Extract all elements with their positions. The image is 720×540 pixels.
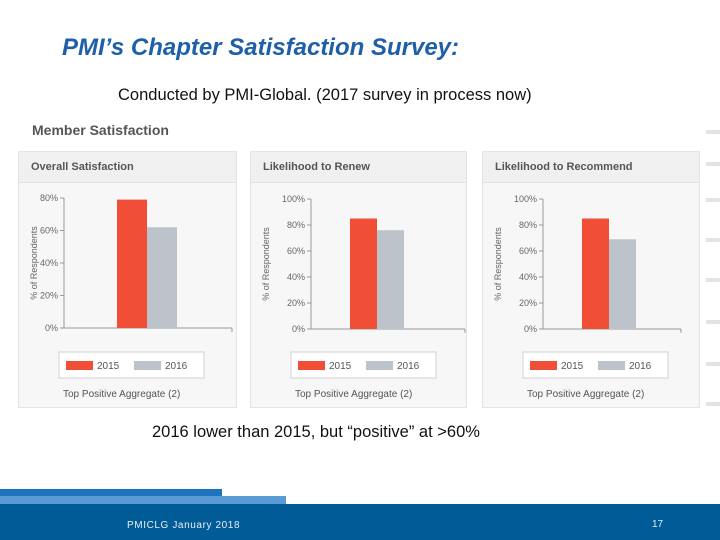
- legend-label: 2015: [329, 361, 352, 372]
- bar-2016: [377, 230, 404, 329]
- right-decoration: [706, 162, 720, 166]
- y-tick-label: 60%: [287, 246, 305, 256]
- footer-stripe: [0, 496, 286, 504]
- y-tick-label: 80%: [287, 220, 305, 230]
- slide-caption: 2016 lower than 2015, but “positive” at …: [152, 423, 480, 441]
- right-decoration: [706, 130, 720, 134]
- y-tick-label: 0%: [524, 324, 537, 334]
- footer-band: [0, 504, 720, 540]
- y-axis-label: % of Respondents: [261, 227, 271, 301]
- legend-swatch-2016: [598, 361, 625, 370]
- bar-2016: [609, 239, 636, 329]
- y-tick-label: 80%: [519, 220, 537, 230]
- y-tick-label: 0%: [45, 323, 58, 333]
- legend-swatch-2016: [134, 361, 161, 370]
- y-tick-label: 80%: [40, 193, 58, 203]
- y-tick-label: 20%: [287, 298, 305, 308]
- footer-stripe: [0, 489, 222, 496]
- y-tick-label: 40%: [40, 258, 58, 268]
- right-decoration: [706, 278, 720, 282]
- y-tick-label: 100%: [282, 194, 305, 204]
- legend-label: 2015: [97, 361, 120, 372]
- legend-label: 2016: [397, 361, 420, 372]
- chart-svg: % of Respondents 0% 20% 40% 60% 80% 100% 2015 20…: [493, 194, 682, 400]
- chart-title: Overall Satisfaction: [19, 152, 236, 183]
- y-axis-label: % of Respondents: [493, 227, 503, 301]
- legend-label: 2015: [561, 361, 584, 372]
- y-tick-label: 40%: [287, 272, 305, 282]
- section-title: Member Satisfaction: [32, 122, 169, 138]
- slide-subtitle: Conducted by PMI-Global. (2017 survey in…: [118, 86, 532, 104]
- y-tick-label: 60%: [40, 226, 58, 236]
- y-tick-label: 20%: [40, 291, 58, 301]
- right-decoration: [706, 320, 720, 324]
- bar-2016: [147, 227, 177, 328]
- y-tick-label: 100%: [514, 194, 537, 204]
- chart-panel-likelihood-to-recommend: Likelihood to Recommend % of Respondents…: [482, 151, 700, 408]
- chart-title: Likelihood to Recommend: [483, 152, 699, 183]
- x-axis-label: Top Positive Aggregate (2): [527, 389, 644, 400]
- bar-2015: [117, 199, 147, 328]
- legend-label: 2016: [629, 361, 652, 372]
- slide-title: PMI’s Chapter Satisfaction Survey:: [62, 34, 460, 61]
- legend-swatch-2015: [298, 361, 325, 370]
- x-axis-label: Top Positive Aggregate (2): [295, 389, 412, 400]
- right-decoration: [706, 238, 720, 242]
- y-tick-label: 0%: [292, 324, 305, 334]
- chart-svg: % of Respondents 0% 20% 40% 60% 80% 2015 2016 To…: [29, 193, 233, 400]
- legend-swatch-2016: [366, 361, 393, 370]
- bar-2015: [582, 218, 609, 329]
- legend-swatch-2015: [66, 361, 93, 370]
- chart-panel-likelihood-to-renew: Likelihood to Renew % of Respondents 0% 20…: [250, 151, 467, 408]
- footer-text: PMICLG January 2018: [127, 520, 241, 531]
- x-axis-label: Top Positive Aggregate (2): [63, 389, 180, 400]
- legend-swatch-2015: [530, 361, 557, 370]
- right-decoration: [706, 198, 720, 202]
- chart-svg: % of Respondents 0% 20% 40% 60% 80% 100% 2015 20…: [261, 194, 466, 400]
- y-tick-label: 20%: [519, 298, 537, 308]
- page-number: 17: [652, 519, 664, 530]
- y-axis-label: % of Respondents: [29, 226, 39, 300]
- y-tick-label: 40%: [519, 272, 537, 282]
- bar-2015: [350, 218, 377, 329]
- legend-label: 2016: [165, 361, 188, 372]
- right-decoration: [706, 362, 720, 366]
- y-tick-label: 60%: [519, 246, 537, 256]
- chart-title: Likelihood to Renew: [251, 152, 466, 183]
- chart-panel-overall-satisfaction: Overall Satisfaction % of Respondents 0% 2…: [18, 151, 237, 408]
- right-decoration: [706, 402, 720, 406]
